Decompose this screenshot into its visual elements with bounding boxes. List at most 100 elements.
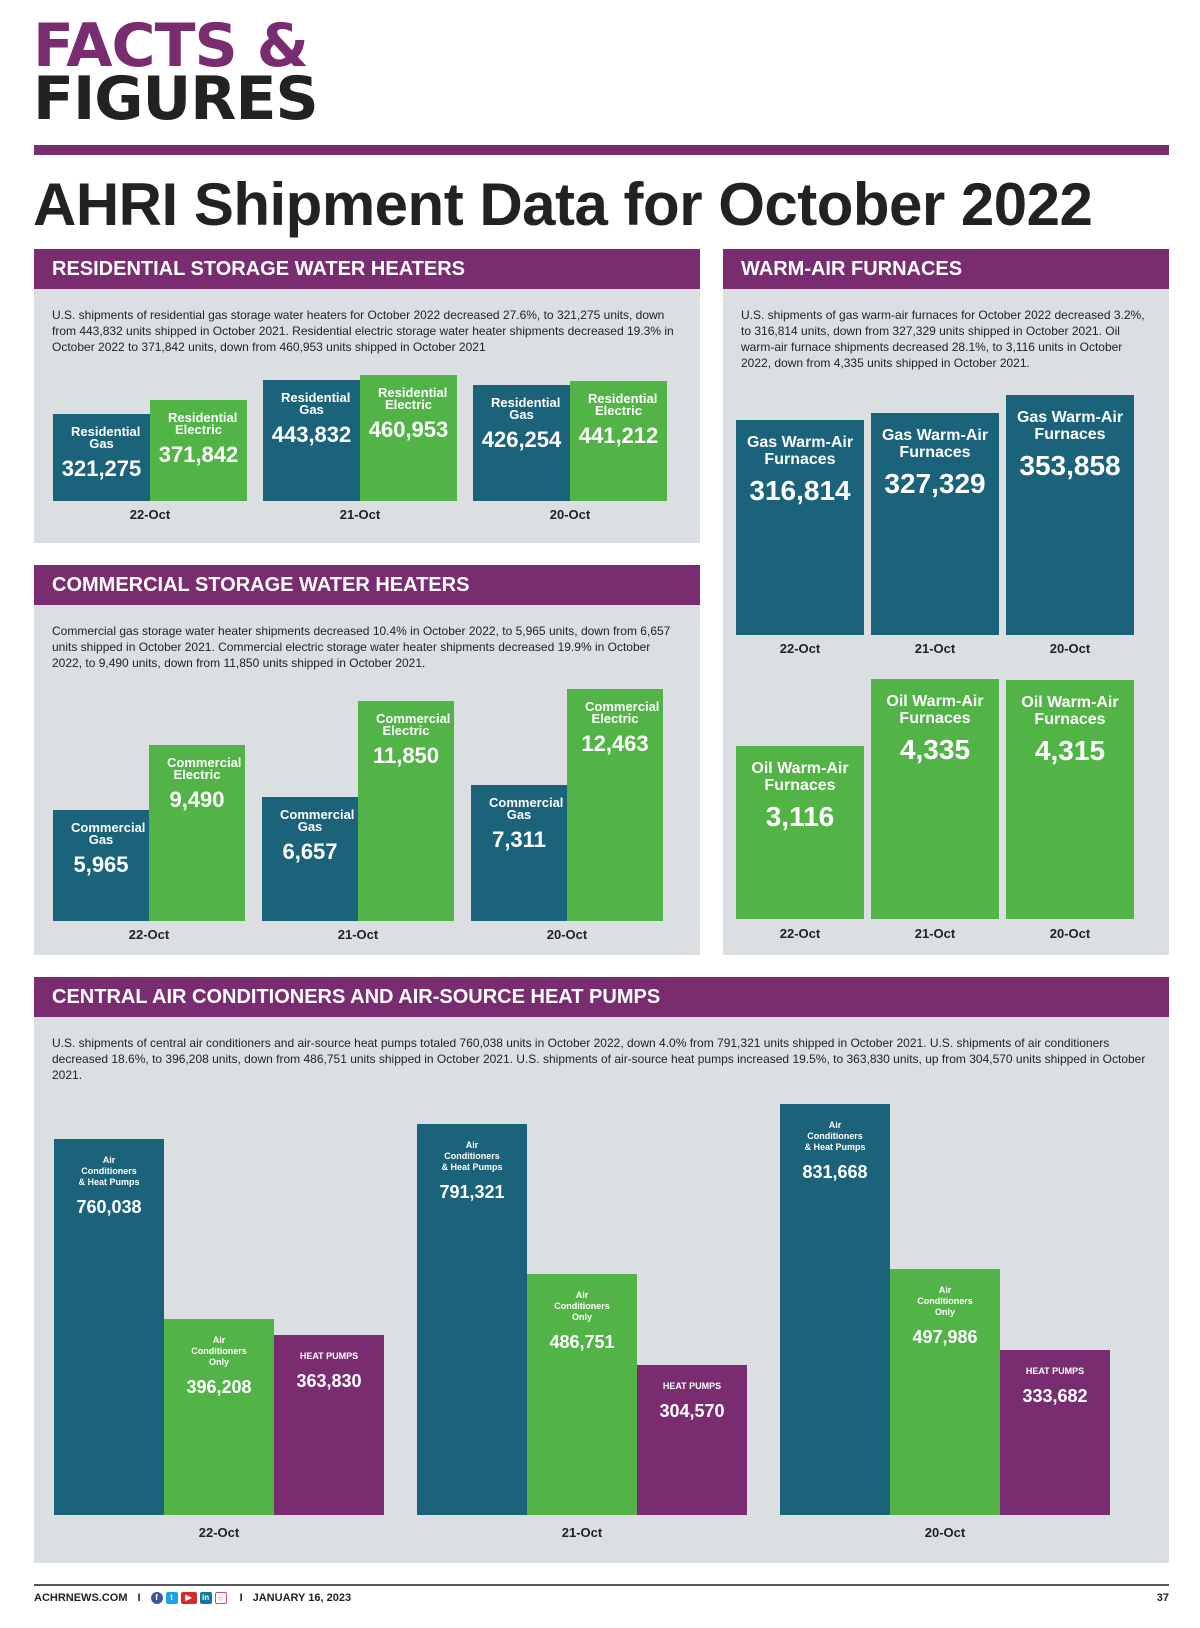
residential-panel: RESIDENTIAL STORAGE WATER HEATERS U.S. s… — [34, 249, 700, 543]
furnaces-panel: WARM-AIR FURNACES U.S. shipments of gas … — [723, 249, 1169, 955]
masthead: FACTS & FIGURES — [33, 16, 319, 129]
header-divider — [34, 145, 1169, 155]
category-label-20-oct: 20-Oct — [924, 1525, 966, 1540]
data-label: 4,335 — [899, 734, 971, 765]
linkedin-icon[interactable]: in — [199, 1592, 212, 1604]
bar-air-conditioners-only-22-oct: Air Conditioners Only 396,208 — [164, 1319, 274, 1515]
footer-divider — [34, 1584, 1169, 1586]
bar-label: Residential Gas — [491, 395, 561, 422]
youtube-icon[interactable]: ▶ — [180, 1592, 197, 1604]
data-label: 327,329 — [884, 468, 986, 499]
data-label: 4,315 — [1034, 735, 1106, 766]
bar-label: Residential Electric — [378, 385, 448, 412]
bar-residential-gas-21-oct: Residential Gas 443,832 — [263, 380, 360, 501]
data-label: 321,275 — [61, 456, 142, 481]
bar-label: Commercial Gas — [489, 795, 564, 822]
commercial-heading: COMMERCIAL STORAGE WATER HEATERS — [34, 565, 700, 605]
bar-label: Air Conditioners & Heat Pumps — [441, 1140, 503, 1172]
data-label: 460,953 — [368, 417, 449, 442]
bar-residential-electric-20-oct: Residential Electric 441,212 — [570, 381, 667, 501]
footer: ACHRNEWS.COM I f t ▶ in ○ I JANUARY 16, … — [34, 1592, 1169, 1604]
category-label-21-oct: 21-Oct — [337, 927, 379, 942]
bar-gas-warm-air-furnaces-22-oct: Gas Warm-Air Furnaces 316,814 — [736, 420, 864, 635]
category-label-20-oct: 20-Oct — [1049, 926, 1091, 941]
gas-furnaces-chart: Gas Warm-Air Furnaces 316,814 22-Oct Gas Wa… — [736, 391, 1156, 663]
furnaces-heading: WARM-AIR FURNACES — [723, 249, 1169, 289]
bar-heat-pumps-20-oct: HEAT PUMPS 333,682 — [1000, 1350, 1110, 1515]
commercial-panel: COMMERCIAL STORAGE WATER HEATERS Commerc… — [34, 565, 700, 955]
bar-heat-pumps-21-oct: HEAT PUMPS 304,570 — [637, 1365, 747, 1515]
bar-residential-electric-22-oct: Residential Electric 371,842 — [150, 400, 247, 501]
category-label-20-oct: 20-Oct — [1049, 641, 1091, 656]
data-label: 353,858 — [1019, 450, 1121, 481]
bar-label: Commercial Electric — [376, 711, 451, 738]
facebook-icon[interactable]: f — [150, 1592, 163, 1604]
page-title: AHRI Shipment Data for October 2022 — [33, 171, 1093, 238]
data-label: 791,321 — [439, 1182, 505, 1202]
bar-oil-warm-air-furnaces-22-oct: Oil Warm-Air Furnaces 3,116 — [736, 746, 864, 919]
data-label: 441,212 — [578, 423, 659, 448]
footer-site[interactable]: ACHRNEWS.COM — [34, 1592, 128, 1604]
bar-label: Gas Warm-Air Furnaces — [746, 434, 854, 468]
footer-separator-2: I — [239, 1592, 243, 1604]
data-label: 333,682 — [1022, 1386, 1088, 1406]
data-label: 497,986 — [912, 1327, 978, 1347]
commercial-chart: Commercial Gas 5,965 Commercial Electric 9,… — [53, 683, 683, 955]
oil-furnaces-chart: Oil Warm-Air Furnaces 3,116 22-Oct Oil Warm… — [736, 674, 1156, 955]
category-label-21-oct: 21-Oct — [914, 641, 956, 656]
data-label: 6,657 — [282, 839, 338, 864]
bar-label: Commercial Electric — [585, 699, 660, 726]
data-label: 316,814 — [749, 475, 851, 506]
residential-chart: Residential Gas 321,275 Residential Electr… — [53, 373, 683, 543]
footer-separator: I — [137, 1592, 141, 1604]
twitter-icon[interactable]: t — [165, 1592, 178, 1604]
category-label-20-oct: 20-Oct — [546, 927, 588, 942]
data-label: 5,965 — [73, 852, 129, 877]
bar-label: Residential Electric — [588, 391, 658, 418]
central-ac-description: U.S. shipments of central air conditione… — [52, 1036, 1146, 1082]
data-label: 11,850 — [372, 743, 440, 768]
bar-label: Air Conditioners & Heat Pumps — [804, 1120, 866, 1152]
bar-label: Gas Warm-Air Furnaces — [881, 427, 989, 461]
bar-label: Residential Gas — [71, 424, 141, 451]
data-label: 371,842 — [158, 442, 239, 467]
bar-label: Air Conditioners Only — [554, 1290, 610, 1322]
category-label-21-oct: 21-Oct — [561, 1525, 603, 1540]
bar-label: Residential Electric — [168, 410, 238, 437]
bar-label: Commercial Gas — [71, 820, 146, 847]
bar-oil-warm-air-furnaces-20-oct: Oil Warm-Air Furnaces 4,315 — [1006, 680, 1134, 919]
instagram-icon[interactable]: ○ — [214, 1592, 227, 1604]
bar-label: Oil Warm-Air Furnaces — [1021, 694, 1119, 728]
bar-gas-warm-air-furnaces-21-oct: Gas Warm-Air Furnaces 327,329 — [871, 413, 999, 635]
data-label: 831,668 — [802, 1162, 868, 1182]
category-label-22-oct: 22-Oct — [129, 507, 171, 522]
bar-label: Air Conditioners & Heat Pumps — [78, 1155, 140, 1187]
bar-air-conditioners-heat-pumps-20-oct: Air Conditioners & Heat Pumps 831,668 — [780, 1104, 890, 1515]
category-label-22-oct: 22-Oct — [198, 1525, 240, 1540]
residential-description: U.S. shipments of residential gas storag… — [52, 308, 674, 354]
category-label-21-oct: 21-Oct — [339, 507, 381, 522]
footer-date: JANUARY 16, 2023 — [252, 1592, 352, 1604]
central-ac-heading: CENTRAL AIR CONDITIONERS AND AIR-SOURCE … — [34, 977, 1169, 1017]
bar-air-conditioners-only-20-oct: Air Conditioners Only 497,986 — [890, 1269, 1000, 1515]
category-label-22-oct: 22-Oct — [779, 641, 821, 656]
bar-commercial-electric-20-oct: Commercial Electric 12,463 — [567, 689, 663, 921]
bar-label: Oil Warm-Air Furnaces — [751, 760, 849, 794]
commercial-description: Commercial gas storage water heater ship… — [52, 624, 671, 670]
residential-heading: RESIDENTIAL STORAGE WATER HEATERS — [34, 249, 700, 289]
data-label: 304,570 — [659, 1401, 725, 1421]
bar-gas-warm-air-furnaces-20-oct: Gas Warm-Air Furnaces 353,858 — [1006, 395, 1134, 635]
bar-label: Oil Warm-Air Furnaces — [886, 693, 984, 727]
central-ac-chart: Air Conditioners & Heat Pumps 760,038 Air … — [54, 1095, 1154, 1563]
bar-oil-warm-air-furnaces-21-oct: Oil Warm-Air Furnaces 4,335 — [871, 679, 999, 919]
data-label: 396,208 — [186, 1377, 252, 1397]
bar-air-conditioners-only-21-oct: Air Conditioners Only 486,751 — [527, 1274, 637, 1515]
bar-residential-electric-21-oct: Residential Electric 460,953 — [360, 375, 457, 501]
data-label: 486,751 — [549, 1332, 615, 1352]
data-label: 7,311 — [492, 827, 546, 852]
bar-commercial-gas-20-oct: Commercial Gas 7,311 — [471, 785, 567, 921]
bar-heat-pumps-22-oct: HEAT PUMPS 363,830 — [274, 1335, 384, 1515]
data-label: 9,490 — [169, 787, 225, 812]
central-ac-panel: CENTRAL AIR CONDITIONERS AND AIR-SOURCE … — [34, 977, 1169, 1563]
bar-label: Gas Warm-Air Furnaces — [1016, 409, 1124, 443]
